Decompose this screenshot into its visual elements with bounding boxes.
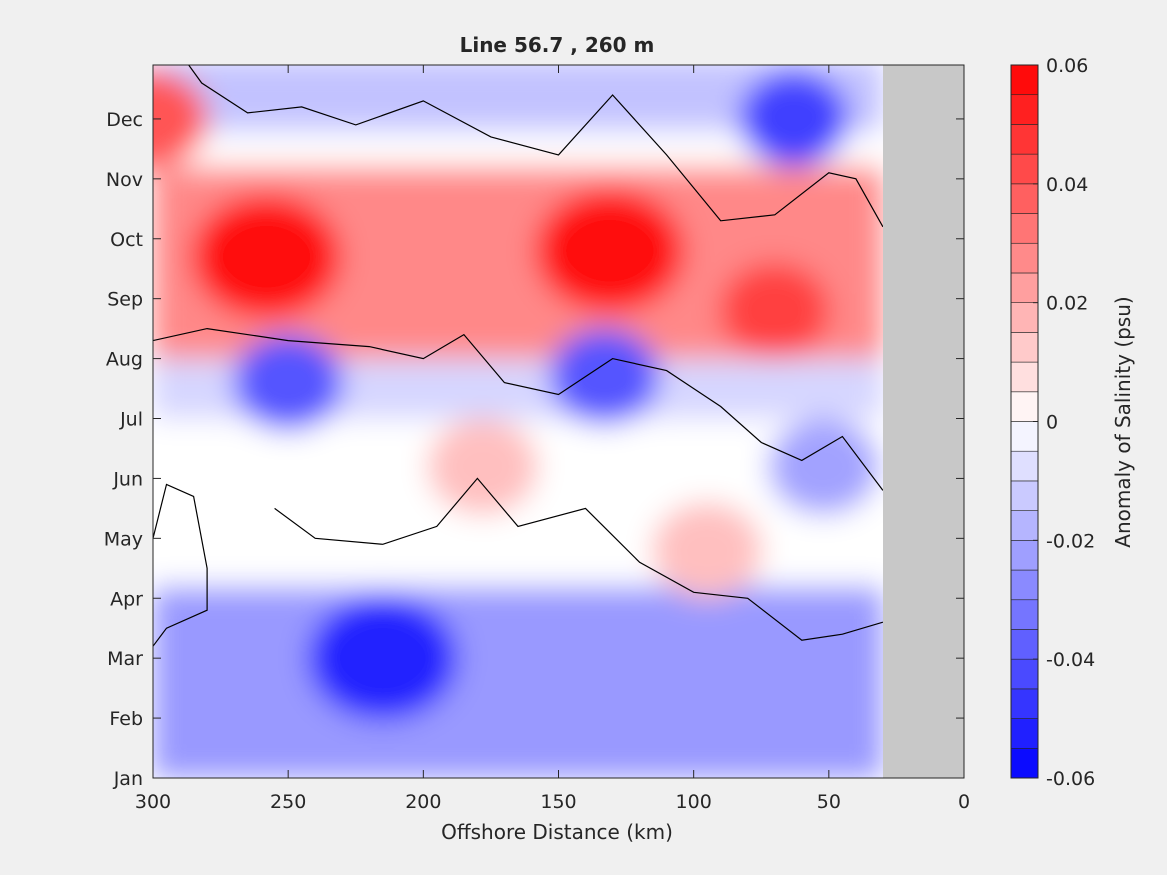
x-tick-label: 0 xyxy=(958,791,970,813)
colorbar-level xyxy=(1010,124,1039,155)
anomaly-feature xyxy=(719,262,830,359)
x-axis-label: Offshore Distance (km) xyxy=(441,820,673,844)
colorbar-level xyxy=(1010,94,1039,125)
y-tick-label: Mar xyxy=(107,648,143,670)
field-band xyxy=(153,586,883,778)
colorbar-tick-label: 0.04 xyxy=(1046,174,1088,196)
colorbar-level xyxy=(1010,688,1039,719)
colorbar-tick-label: 0.02 xyxy=(1046,293,1088,315)
x-tick-label: 250 xyxy=(270,791,306,813)
x-tick-label: 100 xyxy=(676,791,712,813)
colorbar-level xyxy=(1010,302,1039,333)
colorbar-level xyxy=(1010,272,1039,303)
colorbar-tick-label: -0.02 xyxy=(1046,530,1095,552)
colorbar-level xyxy=(1010,747,1039,779)
colorbar-level xyxy=(1010,510,1039,541)
chart-title: Line 56.7 , 260 m xyxy=(460,33,655,57)
colorbar-level xyxy=(1010,569,1039,601)
anomaly-feature xyxy=(534,188,685,313)
colorbar-level xyxy=(1010,242,1039,274)
y-tick-label: Oct xyxy=(110,229,143,251)
colorbar-tick-label: -0.06 xyxy=(1046,768,1095,790)
y-axis: Jan Feb Mar Apr May Jun Jul Aug Sep Oct Nov Dec xyxy=(104,109,964,790)
y-tick-label: Nov xyxy=(106,169,143,191)
y-tick-label: May xyxy=(104,528,143,550)
colorbar-level xyxy=(1010,391,1039,422)
x-tick-label: 50 xyxy=(817,791,841,813)
x-tick-label: 200 xyxy=(405,791,441,813)
colorbar-level xyxy=(1010,64,1039,96)
contour-line xyxy=(153,327,883,491)
contour-line xyxy=(153,483,208,647)
colorbar-level xyxy=(1010,480,1039,511)
zero-contour-lines xyxy=(153,65,883,647)
contour-line xyxy=(187,65,883,228)
colorbar-level xyxy=(1010,718,1039,749)
x-tick-label: 300 xyxy=(135,791,171,813)
contour-line xyxy=(274,477,883,641)
anomaly-feature xyxy=(738,70,849,167)
y-tick-label: Jul xyxy=(119,409,143,431)
anomaly-blobs xyxy=(153,65,883,778)
colorbar-tick-label: 0.06 xyxy=(1046,55,1088,77)
colorbar-level xyxy=(1010,153,1039,185)
colorbar-level xyxy=(1010,450,1039,482)
y-tick-label: Dec xyxy=(106,109,143,131)
anomaly-feature xyxy=(768,418,879,515)
colorbar-label: Anomaly of Salinity (psu) xyxy=(1111,296,1135,547)
colorbar-level xyxy=(1010,183,1039,214)
colorbar: 0.06 0.04 0.02 0 -0.02 -0.04 -0.06 xyxy=(1010,55,1095,790)
colorbar-level xyxy=(1010,213,1039,244)
y-tick-label: Apr xyxy=(110,588,143,610)
x-tick-label: 150 xyxy=(540,791,576,813)
y-tick-label: Jan xyxy=(113,768,143,790)
y-tick-label: Jun xyxy=(112,468,143,490)
colorbar-level xyxy=(1010,658,1039,690)
anomaly-feature xyxy=(153,70,208,167)
y-tick-label: Sep xyxy=(107,289,143,311)
anomaly-feature xyxy=(427,418,538,515)
colorbar-level xyxy=(1010,361,1039,393)
anomaly-feature xyxy=(549,328,660,425)
anomaly-feature xyxy=(191,194,342,319)
anomaly-feature xyxy=(652,502,763,599)
no-data-region xyxy=(883,65,964,778)
plot-area xyxy=(152,64,965,779)
anomaly-feature xyxy=(233,334,344,431)
colorbar-level xyxy=(1010,599,1039,630)
y-tick-label: Aug xyxy=(106,349,143,371)
colorbar-level xyxy=(1010,629,1039,660)
y-tick-label: Feb xyxy=(109,708,143,730)
colorbar-level xyxy=(1010,332,1039,363)
anomaly-field xyxy=(153,65,883,778)
colorbar-tick-label: -0.04 xyxy=(1046,649,1095,671)
colorbar-tick-label: 0 xyxy=(1046,412,1058,434)
colorbar-level xyxy=(1010,421,1039,452)
x-axis: 300 250 200 150 100 50 0 xyxy=(135,65,970,813)
colorbar-level xyxy=(1010,540,1039,571)
anomaly-feature xyxy=(307,596,458,721)
